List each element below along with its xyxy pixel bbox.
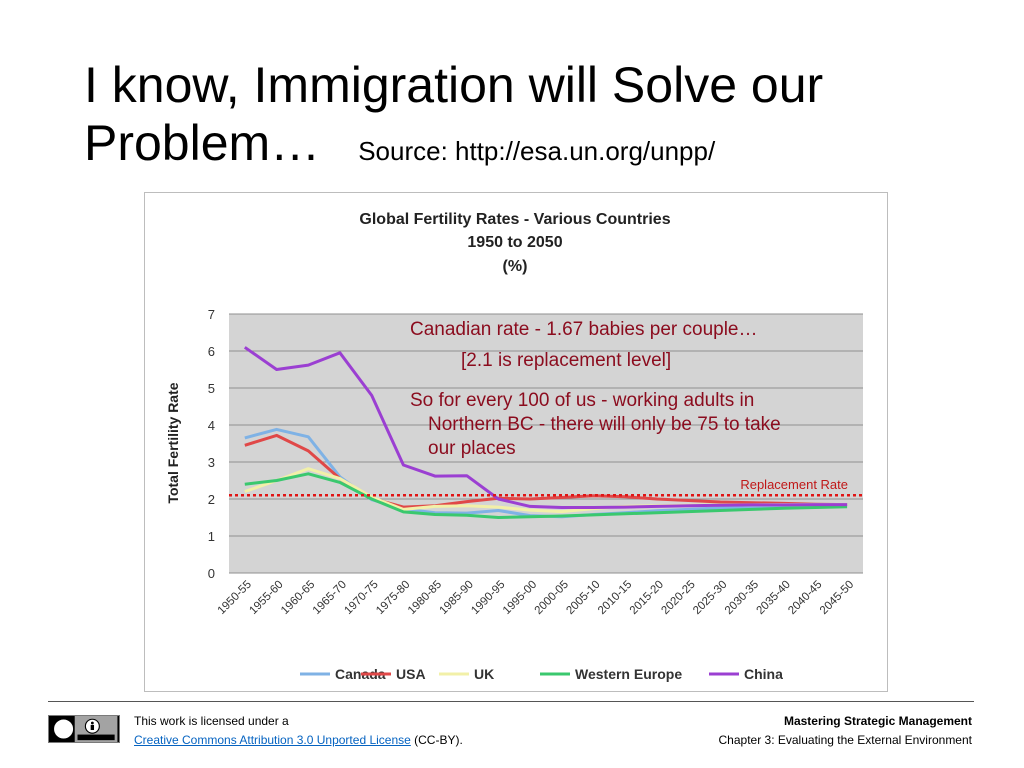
legend-label: China (744, 666, 783, 682)
x-tick-label: 2030-35 (723, 579, 761, 617)
x-tick-label: 1980-85 (406, 579, 444, 617)
y-tick-label: 4 (208, 418, 215, 433)
x-tick-label: 2015-20 (628, 579, 666, 617)
legend-label: UK (474, 666, 494, 682)
book-info: Mastering Strategic Management Chapter 3… (719, 712, 972, 750)
x-tick-label: 1950-55 (216, 579, 254, 617)
slide-title: I know, Immigration will Solve our Probl… (84, 56, 984, 180)
legend-label: Canada (335, 666, 386, 682)
y-axis-label: Total Fertility Rate (165, 382, 181, 503)
license-suffix: (CC-BY). (410, 733, 463, 747)
grid-lines (229, 313, 863, 574)
x-tick-label: 2000-05 (533, 579, 571, 617)
series-line-china (243, 346, 848, 509)
chart-subtitle-years: 1950 to 2050 (467, 234, 562, 251)
fertility-chart: Global Fertility Rates - Various Countri… (165, 211, 863, 682)
y-tick-label: 2 (208, 492, 215, 507)
chart-title: Global Fertility Rates - Various Countri… (359, 211, 670, 228)
x-tick-label: 1955-60 (247, 579, 285, 617)
x-tick-label: 2040-45 (786, 579, 824, 617)
chart-frame: Global Fertility Rates - Various Countri… (144, 192, 888, 692)
x-tick-label: 2025-30 (691, 579, 729, 617)
x-tick-label: 1965-70 (311, 579, 349, 617)
x-tick-label: 2020-25 (659, 579, 697, 617)
y-tick-labels: 0 1 2 3 4 5 6 7 (208, 307, 215, 581)
x-tick-label: 2010-15 (596, 579, 634, 617)
x-tick-label: 2045-50 (818, 579, 856, 617)
source-citation: Source: http://esa.un.org/unpp/ (358, 136, 716, 166)
x-tick-label: 2035-40 (755, 579, 793, 617)
x-tick-label: 2005-10 (564, 579, 602, 617)
legend-label: Western Europe (575, 666, 682, 682)
cc-by-license-icon (48, 715, 120, 743)
x-tick-label: 1985-90 (438, 579, 476, 617)
series-lines (243, 346, 848, 519)
chapter-title: Chapter 3: Evaluating the External Envir… (718, 733, 972, 747)
chart-subtitle-units: (%) (503, 258, 528, 275)
legend-label: USA (396, 666, 426, 682)
x-tick-label: 1960-65 (279, 579, 317, 617)
x-tick-labels: 1950-551955-601960-651965-701970-751975-… (216, 579, 857, 617)
x-tick-label: 1975-80 (374, 579, 412, 617)
book-title: Mastering Strategic Management (783, 714, 972, 728)
license-line: Creative Commons Attribution 3.0 Unporte… (134, 731, 463, 750)
x-tick-label: 1970-75 (342, 579, 380, 617)
y-tick-label: 0 (208, 566, 215, 581)
plot-area (229, 314, 863, 573)
y-tick-label: 3 (208, 455, 215, 470)
license-link[interactable]: Creative Commons Attribution 3.0 Unporte… (134, 733, 411, 747)
x-tick-label: 1995-00 (501, 579, 539, 617)
annotation-replacement-note: [2.1 is replacement level] (461, 350, 672, 371)
chart-legend: Canada USA UK Western Europe China (300, 666, 783, 682)
y-tick-label: 6 (208, 344, 215, 359)
replacement-rate-label: Replacement Rate (740, 477, 848, 492)
annotation-summary-line-1: So for every 100 of us - working adults … (410, 390, 755, 411)
annotation-summary-line-3: our places (428, 438, 516, 459)
annotation-summary-line-2: Northern BC - there will only be 75 to t… (428, 414, 781, 435)
annotation-summary: So for every 100 of us - working adults … (410, 389, 870, 461)
annotation-canadian-rate: Canadian rate - 1.67 babies per couple… (410, 319, 758, 340)
license-notice: This work is licensed under a Creative C… (134, 712, 463, 750)
footer-divider (48, 701, 974, 702)
series-line-western-europe (244, 472, 848, 519)
y-tick-label: 5 (208, 381, 215, 396)
x-tick-label: 1990-95 (469, 579, 507, 617)
y-tick-label: 7 (208, 307, 215, 322)
y-tick-label: 1 (208, 529, 215, 544)
license-text: This work is licensed under a (134, 714, 289, 728)
slide-title-text: I know, Immigration will Solve our Probl… (84, 57, 824, 171)
